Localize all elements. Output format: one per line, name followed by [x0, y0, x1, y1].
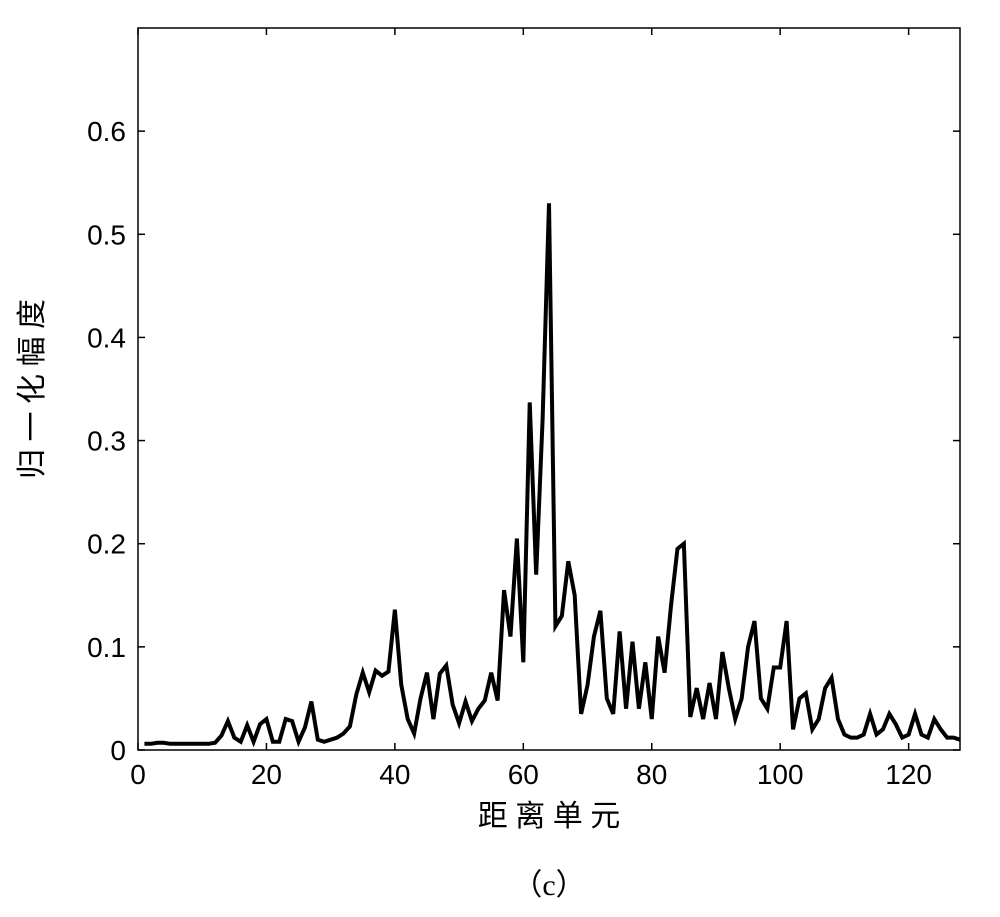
chart-container: 0 20 40 60 80 100 120 0 0.1 0.2 0.3 0.4 0.5 0.6 距 离 单 …	[0, 0, 1000, 917]
y-axis-label: 归 一 化 幅 度	[16, 299, 49, 479]
x-axis-label: 距 离 单 元	[478, 800, 621, 833]
x-tick-label: 100	[757, 759, 804, 790]
x-tick-label: 60	[508, 759, 539, 790]
x-tick-label: 20	[251, 759, 282, 790]
x-tick-label: 40	[379, 759, 410, 790]
x-tick-label: 0	[130, 759, 146, 790]
y-tick-label: 0	[110, 735, 126, 766]
y-tick-label: 0.1	[87, 632, 126, 663]
y-tick-label: 0.3	[87, 426, 126, 457]
x-tick-label: 80	[636, 759, 667, 790]
line-chart: 0 20 40 60 80 100 120 0 0.1 0.2 0.3 0.4 0.5 0.6 距 离 单 …	[0, 0, 1000, 917]
data-series	[144, 203, 960, 743]
sub-caption: （c）	[512, 869, 585, 902]
plot-box	[138, 28, 960, 750]
y-tick-label: 0.2	[87, 529, 126, 560]
x-tick-label: 120	[885, 759, 932, 790]
y-tick-label: 0.4	[87, 322, 126, 353]
y-tick-label: 0.5	[87, 219, 126, 250]
y-tick-label: 0.6	[87, 116, 126, 147]
